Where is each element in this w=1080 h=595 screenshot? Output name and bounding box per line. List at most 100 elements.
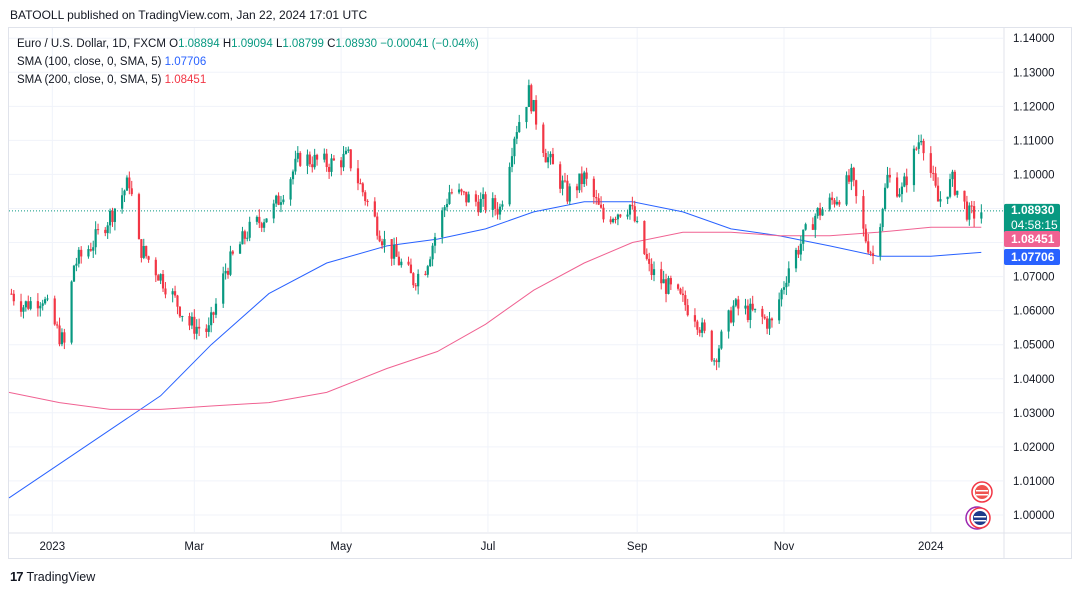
candle-down xyxy=(161,269,165,293)
candle-down xyxy=(888,167,891,183)
candle-body xyxy=(532,100,535,112)
candle-body xyxy=(527,85,530,107)
candle-body xyxy=(142,245,145,258)
candle-down xyxy=(376,212,379,240)
candle-up xyxy=(835,196,839,206)
legend-sma200-row[interactable]: SMA (200, close, 0, SMA, 5) 1.08451 xyxy=(17,71,479,89)
candle-up xyxy=(77,247,80,268)
candle-up xyxy=(501,200,504,210)
candle-body xyxy=(340,160,343,168)
candle-body xyxy=(376,216,379,236)
candle-body xyxy=(920,140,923,143)
candle-body xyxy=(547,157,550,163)
candle-down xyxy=(378,230,381,243)
candle-body xyxy=(934,173,937,186)
candle-down xyxy=(797,245,800,258)
candle-down xyxy=(164,282,167,299)
candle-up xyxy=(125,175,129,191)
candle-down xyxy=(128,171,131,195)
candle-body xyxy=(347,149,350,151)
candle-down xyxy=(460,188,463,196)
candle-body xyxy=(847,175,851,182)
legend-symbol-row[interactable]: Euro / U.S. Dollar, 1D, FXCM O1.08894 H1… xyxy=(17,35,479,53)
candle-down xyxy=(693,308,697,328)
candle-down xyxy=(648,252,651,272)
candle-down xyxy=(58,317,61,347)
candle-down xyxy=(10,288,13,295)
candle-body xyxy=(898,194,901,197)
candle-down xyxy=(380,238,384,249)
candle-body xyxy=(835,201,839,205)
candle-body xyxy=(626,214,629,217)
candle-body xyxy=(551,153,555,165)
candle-up xyxy=(713,358,716,366)
candle-body xyxy=(224,270,227,274)
footer[interactable]: 17 TradingView xyxy=(10,569,95,584)
candle-up xyxy=(900,182,904,203)
candle-down xyxy=(397,251,400,266)
candle-up xyxy=(479,192,482,213)
candle-body xyxy=(948,179,952,197)
candle-body xyxy=(703,322,706,331)
candle-up xyxy=(433,232,437,254)
candle-body xyxy=(905,176,908,186)
candle-down xyxy=(595,189,598,205)
event-fill xyxy=(973,511,987,525)
candle-down xyxy=(965,195,968,222)
candle-down xyxy=(176,294,179,315)
candle-body xyxy=(265,218,268,223)
candle-up xyxy=(289,177,292,206)
candle-body xyxy=(243,231,246,239)
candle-body xyxy=(484,194,487,210)
candle-body xyxy=(397,256,400,266)
candle-body xyxy=(578,173,581,191)
candle-down xyxy=(462,190,465,196)
candle-body xyxy=(602,207,605,220)
candle-down xyxy=(349,149,352,172)
candle-down xyxy=(465,191,468,207)
candle-up xyxy=(754,308,757,313)
candle-up xyxy=(578,173,581,193)
legend-sma100-row[interactable]: SMA (100, close, 0, SMA, 5) 1.07706 xyxy=(17,53,479,71)
candle-up xyxy=(383,230,386,253)
candle-body xyxy=(785,282,788,288)
candle-body xyxy=(831,197,834,201)
candle-body xyxy=(58,325,61,345)
candle-body xyxy=(373,201,376,217)
candle-body xyxy=(720,331,723,349)
candle-down xyxy=(664,273,668,303)
candle-body xyxy=(946,196,949,200)
sma-100-line xyxy=(8,201,982,499)
candle-body xyxy=(633,206,636,222)
candle-body xyxy=(214,303,218,315)
last-price-value: 1.08930 xyxy=(1011,203,1055,217)
candle-down xyxy=(325,148,328,172)
candle-body xyxy=(315,154,319,160)
candle-body xyxy=(460,189,463,192)
chart-frame[interactable] xyxy=(8,27,1072,559)
candle-up xyxy=(804,222,807,231)
candle-up xyxy=(850,163,853,191)
candle-body xyxy=(684,295,687,306)
candle-up xyxy=(106,222,109,239)
candle-up xyxy=(400,258,403,268)
candle-body xyxy=(915,148,918,150)
candle-down xyxy=(364,190,367,206)
eu-flag-event-icon xyxy=(965,506,991,530)
candle-up xyxy=(749,298,752,329)
candle-up xyxy=(782,281,786,295)
candle-down xyxy=(715,358,718,371)
candle-body xyxy=(291,171,295,180)
candle-body xyxy=(612,219,615,223)
candle-body xyxy=(63,332,66,343)
candle-up xyxy=(568,183,571,205)
candle-down xyxy=(936,177,940,202)
candle-body xyxy=(929,153,932,173)
legend-sma200-value: 1.08451 xyxy=(164,74,207,86)
candle-body xyxy=(70,281,73,343)
y-tick-label: 1.00000 xyxy=(1013,510,1055,522)
x-tick-label: Mar xyxy=(184,541,204,553)
candle-body xyxy=(445,203,449,208)
candle-body xyxy=(128,177,131,189)
